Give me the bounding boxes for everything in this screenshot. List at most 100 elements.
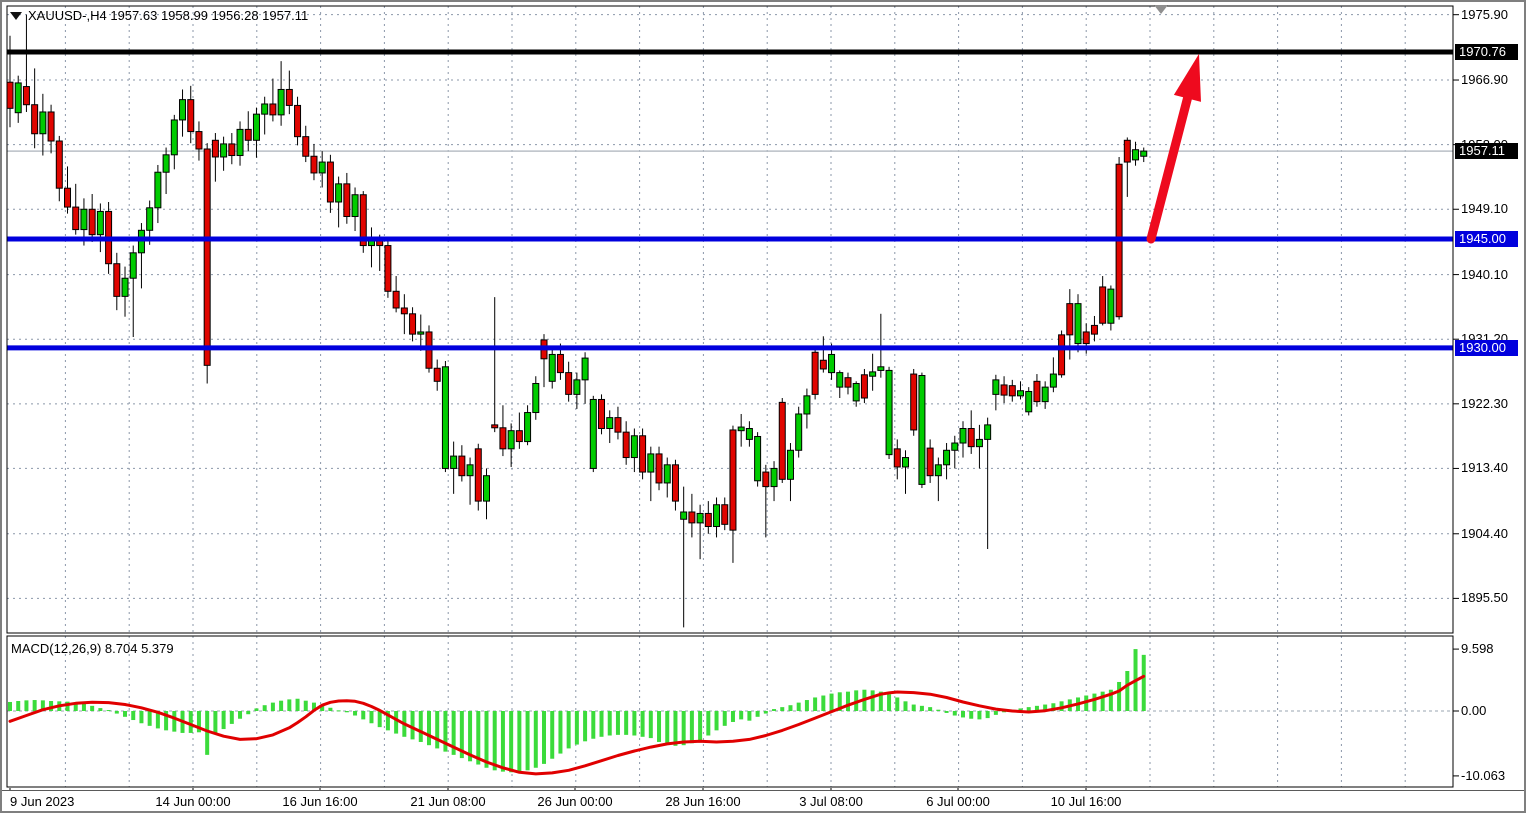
candle-body	[203, 148, 211, 366]
candle-body	[959, 428, 967, 444]
macd-histogram-bar	[164, 711, 169, 731]
candlestick	[367, 227, 375, 268]
candle-body	[918, 375, 926, 485]
candle-body	[852, 382, 860, 402]
candle-body	[1066, 303, 1074, 336]
candle-body	[811, 351, 819, 395]
candlestick	[737, 413, 745, 447]
candlestick	[959, 421, 967, 458]
candlestick	[392, 276, 400, 313]
macd-histogram-bar	[492, 711, 497, 771]
price-tick-label: 1904.40	[1461, 525, 1508, 541]
candlestick	[852, 381, 860, 407]
macd-histogram-bar	[155, 711, 160, 729]
macd-histogram-bar	[624, 711, 629, 735]
macd-histogram-bar	[854, 690, 859, 711]
candlestick	[729, 425, 737, 563]
macd-histogram-bar	[65, 701, 70, 711]
candlestick	[55, 135, 63, 202]
macd-histogram-bar	[698, 711, 703, 741]
candlestick	[786, 443, 794, 502]
macd-histogram-bar	[147, 711, 152, 726]
candlestick	[450, 441, 458, 494]
candle-body	[754, 435, 762, 482]
candle-body	[860, 374, 868, 399]
candle-body	[992, 379, 1000, 395]
macd-histogram-bar	[911, 704, 916, 711]
candlestick	[622, 421, 630, 465]
time-axis[interactable]: 9 Jun 2023 14 Jun 00:00 16 Jun 16:00 21 Jun…	[2, 790, 1524, 811]
candle-body	[22, 86, 30, 106]
macd-histogram-bar	[813, 697, 818, 711]
candlestick	[294, 96, 302, 146]
candlestick	[252, 107, 260, 158]
candlestick	[261, 96, 269, 135]
macd-histogram-bar	[369, 711, 374, 724]
candle-body	[934, 464, 942, 477]
candle-body	[466, 464, 474, 477]
macd-histogram-bar	[542, 711, 547, 764]
trend-arrow[interactable]	[1146, 53, 1202, 244]
triangle-down-icon	[10, 11, 22, 20]
candle-body	[392, 290, 400, 309]
candle-body	[499, 427, 507, 450]
candle-body	[581, 357, 589, 381]
candlestick	[351, 187, 359, 232]
candle-body	[335, 183, 343, 203]
candlestick	[860, 368, 868, 404]
candlestick	[384, 240, 392, 298]
candle-body	[55, 140, 63, 189]
macd-histogram-bar	[845, 691, 850, 711]
chart-shift-marker-icon[interactable]	[1154, 5, 1168, 14]
macd-histogram-bar	[829, 693, 834, 711]
macd-histogram-bar	[804, 700, 809, 711]
candlestick	[441, 360, 449, 473]
candlestick	[22, 14, 30, 112]
macd-histogram-bar	[599, 711, 604, 737]
macd-histogram-bar	[640, 711, 645, 737]
candle-body	[713, 504, 721, 528]
candle-body	[786, 449, 794, 480]
macd-histogram-bar	[722, 711, 727, 726]
macd-histogram-bar	[114, 711, 119, 714]
candle-body	[548, 353, 556, 382]
candle-body	[967, 428, 975, 448]
candle-body	[704, 512, 712, 528]
macd-histogram-bar	[706, 711, 711, 736]
macd-histogram-bar	[361, 711, 366, 720]
macd-histogram-bar	[525, 711, 530, 771]
candlestick	[343, 172, 351, 224]
candle-body	[885, 369, 893, 456]
candlestick	[1041, 381, 1049, 409]
macd-histogram-bar	[377, 711, 382, 728]
candle-body	[1082, 331, 1090, 345]
candlestick	[671, 459, 679, 511]
macd-histogram-bar	[591, 711, 596, 739]
candle-body	[318, 161, 326, 174]
candlestick	[754, 432, 762, 487]
candlestick	[409, 307, 417, 342]
macd-histogram-bar	[681, 711, 686, 746]
candle-body	[515, 430, 523, 443]
price-tick-label: 1966.90	[1461, 72, 1508, 88]
macd-histogram-bar	[139, 711, 144, 724]
candlestick	[581, 352, 589, 404]
candle-body	[926, 447, 934, 477]
macd-histogram-bar	[435, 711, 440, 749]
candlestick	[975, 424, 983, 469]
candle-body	[1008, 385, 1016, 397]
macd-histogram-bar	[1141, 654, 1146, 711]
candle-body	[565, 372, 573, 395]
candle-body	[441, 366, 449, 469]
price-axis[interactable]: 1975.901966.901958.001949.101940.101931.…	[1454, 2, 1524, 811]
candlestick	[606, 410, 614, 444]
macd-histogram-bar	[1108, 689, 1113, 711]
candle-body	[893, 448, 901, 468]
candlestick	[96, 203, 104, 253]
candlestick	[926, 439, 934, 483]
candlestick	[811, 347, 819, 400]
candlestick	[565, 361, 573, 402]
candle-body	[1099, 286, 1107, 324]
macd-histogram-bar	[262, 705, 267, 711]
